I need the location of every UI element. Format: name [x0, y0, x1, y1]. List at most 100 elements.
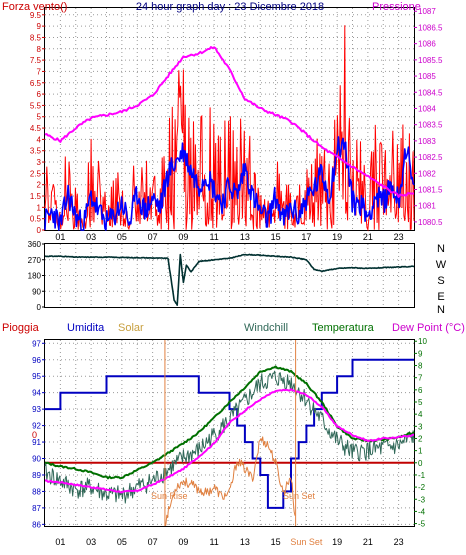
x-tick-p0-9: 19	[332, 232, 342, 242]
y-tick-p0-L-0: 0	[37, 226, 42, 235]
y-tick-p2-R-9: 4	[418, 410, 423, 419]
y-tick-p0-R-2: 1081.5	[418, 185, 443, 194]
compass-label-w: W	[436, 259, 447, 271]
x-tick-p0-0: 01	[55, 232, 65, 242]
x-tick-p0-3: 07	[148, 232, 158, 242]
legend-windchill: Windchill	[244, 322, 288, 334]
legend-solar: Solar	[118, 322, 144, 334]
y-tick-p0-L-13: 6.5	[30, 79, 42, 88]
y-tick-p0-L-9: 4.5	[30, 124, 42, 133]
x-tick-p2-9: 19	[332, 537, 342, 547]
y-tick-p0-R-4: 1082.5	[418, 153, 443, 162]
y-tick-p0-R-9: 1085	[418, 72, 436, 81]
x-tick-p2-0: 01	[55, 537, 65, 547]
y-tick-p2-R-14: 9	[418, 349, 423, 358]
y-tick-p0-L-15: 7.5	[30, 56, 42, 65]
series-dewpoint	[45, 388, 414, 494]
y-tick-p2-R-13: 8	[418, 362, 423, 371]
y-tick-p0-R-12: 1086.5	[418, 23, 443, 32]
series-humidity	[45, 358, 414, 509]
legend-dewpoint: Dew Point (°C)	[392, 322, 465, 334]
x-tick-p2-2: 05	[117, 537, 127, 547]
y-tick-p2-R-6: 1	[418, 447, 423, 456]
y-tick-p0-R-13: 1087	[418, 7, 436, 16]
y-tick-p2-L-11: 97	[32, 339, 41, 348]
compass-label-n-bottom: N	[437, 304, 445, 316]
x-tick-p2-10: 21	[363, 537, 373, 547]
sunrise-annotation: Sun Rise	[151, 491, 188, 501]
x-tick-p2-3: 07	[148, 537, 158, 547]
y-tick-p2-R-4: -1	[418, 471, 426, 480]
y-tick-p0-L-7: 3.5	[30, 147, 42, 156]
x-tick-p2-4: 09	[178, 537, 188, 547]
y-tick-p0-R-8: 1084.5	[418, 88, 443, 97]
x-tick-p0-2: 05	[117, 232, 127, 242]
y-tick-p2-L-2: 88	[32, 487, 41, 496]
y-tick-p0-L-6: 3	[37, 158, 42, 167]
legend-umidita: Umidita	[67, 322, 105, 334]
y-tick-p2-L-4: 90	[32, 455, 41, 464]
y-tick-p2-L-10: 96	[32, 356, 41, 365]
y-tick-p2-R-11: 6	[418, 386, 423, 395]
x-tick-p0-11: 23	[394, 232, 404, 242]
series-wind-direction	[44, 253, 415, 307]
y-tick-p0-R-0: 1080.5	[418, 218, 443, 227]
y-tick-p1-L-0: 0	[37, 303, 42, 312]
x-tick-p0-4: 09	[178, 232, 188, 242]
x-tick-p2-6: 13	[240, 537, 250, 547]
y-tick-p2-R-5: 0	[418, 459, 423, 468]
y-tick-p0-L-4: 2	[37, 181, 42, 190]
left-axis-title: Forza vento()	[2, 1, 67, 13]
y-tick-p2-R-15: 10	[418, 337, 427, 346]
legend-temperatura: Temperatura	[312, 322, 375, 334]
series-solar	[164, 436, 296, 526]
y-tick-p0-R-7: 1084	[418, 104, 436, 113]
y-tick-p0-L-16: 8	[37, 45, 42, 54]
y-tick-p2-R-3: -2	[418, 483, 426, 492]
y-tick-p0-L-10: 5	[37, 113, 42, 122]
y-tick-p2-R-12: 7	[418, 374, 423, 383]
page-title: 24 hour graph day : 23 Dicembre 2018	[136, 1, 324, 13]
y-tick-p2-L-1: 87	[32, 504, 41, 513]
y-tick-p2-L-3: 89	[32, 471, 41, 480]
y-tick-p0-L-3: 1.5	[30, 192, 42, 201]
y-tick-p0-L-12: 6	[37, 90, 42, 99]
y-tick-p0-R-10: 1085.5	[418, 56, 443, 65]
y-tick-p2-R-2: -3	[418, 495, 426, 504]
y-tick-p1-L-1: 90	[32, 287, 41, 296]
y-tick-p0-R-3: 1082	[418, 169, 436, 178]
y-tick-p0-L-2: 1	[37, 203, 42, 212]
sunset-annotation: Sun Set	[283, 491, 316, 501]
x-tick-p0-10: 21	[363, 232, 373, 242]
y-tick-p2-R-7: 2	[418, 434, 423, 443]
x-tick-p0-5: 11	[209, 232, 218, 242]
y-tick-p0-R-1: 1081	[418, 202, 436, 211]
x-tick-p0-7: 15	[271, 232, 281, 242]
y-tick-p0-L-8: 4	[37, 135, 42, 144]
y-tick-p0-L-17: 8.5	[30, 33, 42, 42]
y-tick-p0-L-11: 5.5	[30, 101, 42, 110]
compass-label-n-top: N	[437, 243, 445, 255]
y-tick-p1-L-2: 180	[28, 272, 42, 281]
y-tick-p2-R-8: 3	[418, 422, 423, 431]
legend-pioggia: Pioggia	[2, 322, 40, 334]
series-temperature	[44, 365, 415, 480]
series-lines	[44, 25, 415, 526]
y-tick-p0-L-5: 2.5	[30, 169, 42, 178]
x-tick-p2-5: 11	[209, 537, 218, 547]
x-tick-p0-6: 13	[240, 232, 250, 242]
y-tick-p2-L-9: 95	[32, 372, 41, 381]
series-pressure	[44, 46, 415, 198]
y-tick-p2-L-5: 91	[32, 438, 41, 447]
y-tick-p1-L-4: 360	[28, 240, 42, 249]
x-tick-p2-8: Sun Set	[290, 537, 323, 547]
y-tick-p0-R-6: 1083.5	[418, 121, 443, 130]
y-tick-p0-L-18: 9	[37, 22, 42, 31]
x-tick-p2-11: 23	[394, 537, 404, 547]
compass-label-s: S	[437, 275, 444, 287]
y-tick-p2-L-6: 92	[32, 422, 41, 431]
y-tick-p1-L-3: 270	[28, 256, 42, 265]
y-tick-p2-L-0: 86	[32, 520, 41, 529]
